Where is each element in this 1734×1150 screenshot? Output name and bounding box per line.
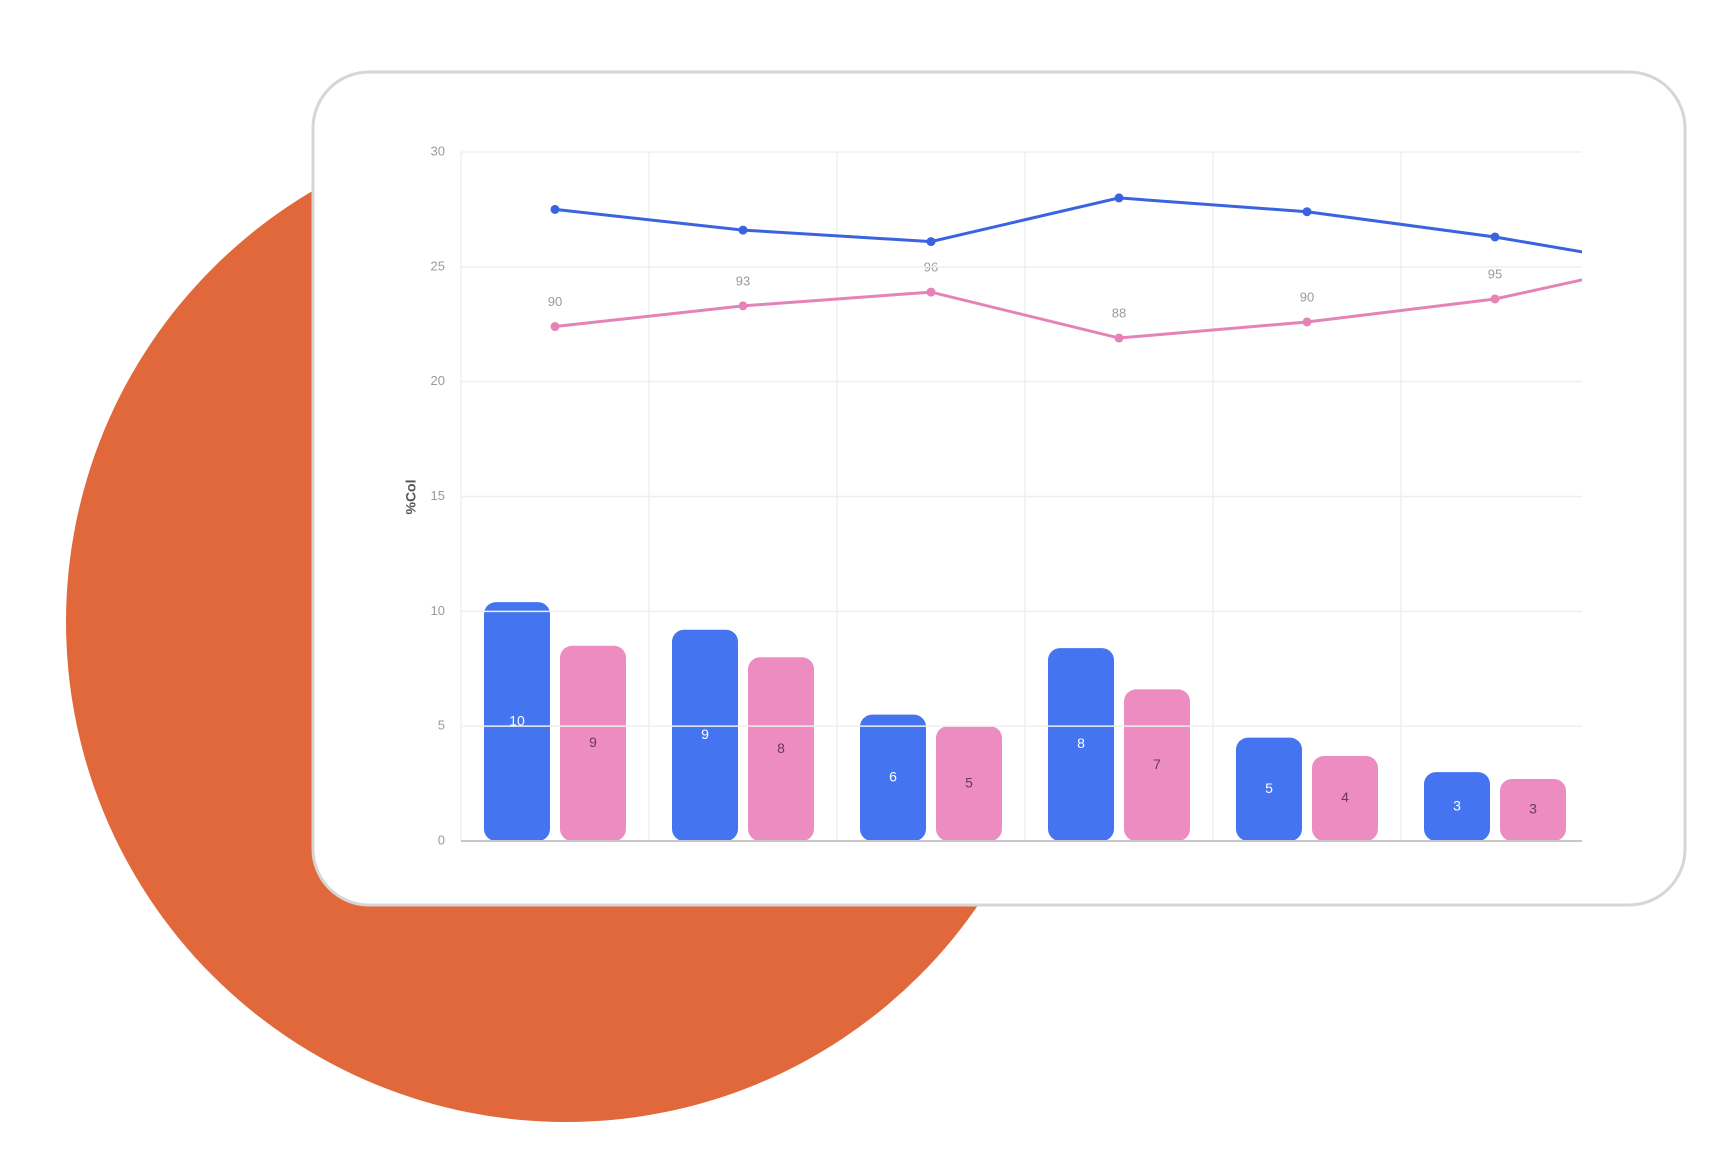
line-point [1490, 232, 1500, 242]
bar-value-label: 9 [701, 726, 709, 742]
bar [1236, 737, 1302, 841]
bar [860, 714, 926, 841]
bar [1500, 778, 1566, 841]
y-tick-label: 25 [431, 258, 445, 273]
line-point [550, 204, 560, 214]
bar [1424, 772, 1490, 841]
point-label: 90 [548, 294, 562, 309]
bar-value-label: 3 [1529, 801, 1537, 817]
bar-value-label: 7 [1153, 756, 1161, 772]
line-point [738, 225, 748, 235]
y-axis-label: %Col [403, 480, 419, 515]
line-point [550, 322, 560, 332]
bar-value-label: 6 [889, 769, 897, 785]
point-label: 93 [736, 273, 750, 288]
bar-value-label: 5 [965, 774, 973, 790]
y-tick-label: 30 [431, 143, 445, 158]
bar-value-label: 9 [589, 734, 597, 750]
line-point [1490, 294, 1500, 304]
line-point [926, 237, 936, 247]
bar-value-label: 8 [777, 740, 785, 756]
y-tick-label: 10 [431, 603, 445, 618]
bar-value-label: 8 [1077, 735, 1085, 751]
line-point [1114, 193, 1124, 203]
point-label: 88 [1112, 305, 1126, 320]
bar [560, 645, 626, 841]
bar-value-label: 3 [1453, 797, 1461, 813]
y-tick-label: 20 [431, 373, 445, 388]
bar [484, 602, 550, 841]
line-point [1302, 317, 1312, 327]
bar [1124, 689, 1190, 841]
point-label: 90 [1300, 289, 1314, 304]
y-tick-label: 0 [438, 832, 445, 847]
bar [1048, 648, 1114, 841]
line-point [738, 301, 748, 311]
bar [1312, 756, 1378, 841]
line-point [1302, 207, 1312, 217]
point-label: 95 [1488, 266, 1502, 281]
card [311, 70, 1687, 907]
y-tick-label: 15 [431, 488, 445, 503]
bar-value-label: 4 [1341, 789, 1349, 805]
bar [936, 726, 1002, 841]
bar [748, 657, 814, 841]
bar-value-label: 5 [1265, 780, 1273, 796]
y-tick-label: 5 [438, 718, 445, 733]
bar-value-label: 10 [509, 712, 525, 728]
bar [672, 629, 738, 841]
line-point [1114, 333, 1124, 343]
line-point [926, 287, 936, 297]
